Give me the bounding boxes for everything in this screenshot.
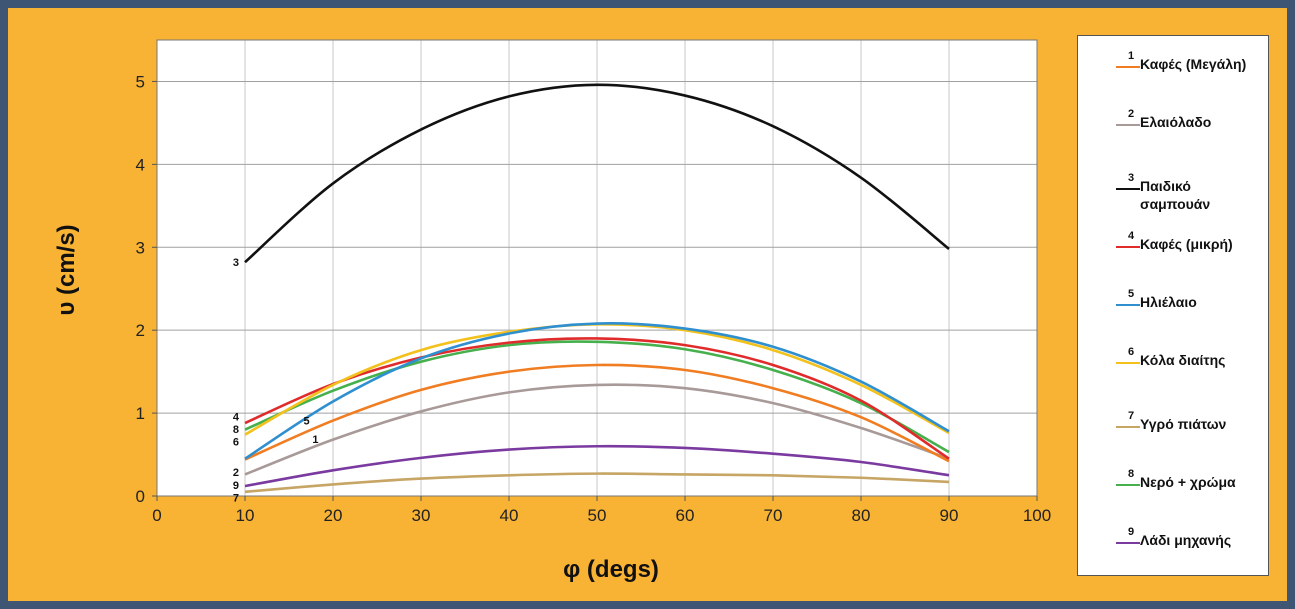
series-line-2 (244, 383, 950, 476)
series-line-1 (244, 363, 950, 463)
series-line-9 (244, 444, 950, 488)
series-line-5 (244, 322, 950, 460)
curve-label: 8 (233, 424, 239, 436)
legend-swatch (1116, 484, 1140, 486)
legend-item-6: 6 Κόλα διαίτης (1078, 346, 1268, 386)
x-tick-label: 60 (676, 506, 695, 525)
legend-item-3: 3 Παιδικό σαμπουάν (1078, 172, 1268, 212)
curve-label: 5 (304, 416, 310, 428)
curve-label: 4 (233, 411, 240, 423)
legend-label: Ελαιόλαδο (1140, 114, 1212, 130)
legend-number: 4 (1128, 230, 1135, 242)
legend-number: 1 (1128, 50, 1135, 62)
legend-swatch (1116, 124, 1140, 126)
x-axis-label: φ (degs) (563, 556, 659, 583)
curve-label: 9 (233, 480, 239, 492)
x-tick-label: 10 (236, 506, 255, 525)
legend-number: 2 (1128, 108, 1135, 120)
legend-number: 5 (1128, 288, 1135, 300)
y-axis-label: υ (cm/s) (53, 224, 80, 315)
legend-item-2: 2 Ελαιόλαδο (1078, 108, 1268, 148)
legend-swatch (1116, 188, 1140, 190)
legend-swatch (1116, 362, 1140, 364)
y-tick-label: 0 (136, 487, 145, 506)
x-tick-label: 50 (588, 506, 607, 525)
curve-label: 7 (233, 493, 239, 505)
legend-label: Λάδι μηχανής (1140, 532, 1232, 548)
legend-item-1: 1 Καφές (Μεγάλη) (1078, 50, 1268, 90)
x-tick-label: 30 (412, 506, 431, 525)
legend-label: Παιδικό σαμπουάν (1140, 178, 1211, 212)
curve-label: 6 (233, 436, 239, 448)
legend-number: 7 (1128, 410, 1135, 422)
legend: 1 Καφές (Μεγάλη) 2 Ελαιόλαδο 3 Παιδικό σαμπου… (1077, 35, 1269, 576)
y-tick-label: 3 (136, 238, 145, 257)
legend-swatch (1116, 66, 1140, 68)
legend-number: 6 (1128, 346, 1135, 358)
legend-item-4: 4 Καφές (μικρή) (1078, 230, 1268, 270)
y-tick-label: 4 (136, 155, 145, 174)
x-tick-label: 70 (764, 506, 783, 525)
curve-label: 2 (233, 467, 239, 479)
legend-item-5: 5 Ηλιέλαιο (1078, 288, 1268, 328)
x-tick-label: 20 (324, 506, 343, 525)
curve-labels: 3 486 51 297 (233, 257, 319, 504)
series-line-3 (244, 83, 950, 264)
y-tick-label: 2 (136, 321, 145, 340)
series-lines (244, 83, 950, 494)
series-line-8 (244, 340, 950, 454)
legend-number: 9 (1128, 526, 1135, 538)
legend-number: 8 (1128, 468, 1135, 480)
y-tick-label: 1 (136, 404, 145, 423)
legend-label: Καφές (μικρή) (1140, 236, 1233, 252)
x-tick-label: 100 (1023, 506, 1051, 525)
x-tick-label: 90 (940, 506, 959, 525)
legend-label: Ηλιέλαιο (1140, 294, 1197, 310)
legend-label: Κόλα διαίτης (1140, 352, 1226, 368)
legend-number: 3 (1128, 172, 1135, 184)
y-tick-label: 5 (136, 72, 145, 91)
legend-swatch (1116, 542, 1140, 544)
x-tick-label: 40 (500, 506, 519, 525)
legend-swatch (1116, 426, 1140, 428)
legend-swatch (1116, 304, 1140, 306)
x-tick-label: 0 (152, 506, 161, 525)
series-line-4 (244, 337, 950, 460)
axes: 0 10 20 30 40 50 60 70 80 90 100 0 1 2 3 4 5 (136, 39, 1051, 525)
legend-item-8: 8 Νερό + χρώμα (1078, 468, 1268, 508)
curve-label: 3 (233, 257, 239, 269)
curve-label: 1 (312, 434, 318, 446)
legend-label: Καφές (Μεγάλη) (1140, 56, 1247, 72)
legend-label: Νερό + χρώμα (1140, 474, 1236, 490)
x-tick-label: 80 (852, 506, 871, 525)
series-line-7 (244, 472, 950, 494)
legend-item-7: 7 Υγρό πιάτων (1078, 410, 1268, 450)
legend-item-9: 9 Λάδι μηχανής (1078, 526, 1268, 566)
legend-label: Υγρό πιάτων (1140, 416, 1227, 432)
legend-swatch (1116, 246, 1140, 248)
